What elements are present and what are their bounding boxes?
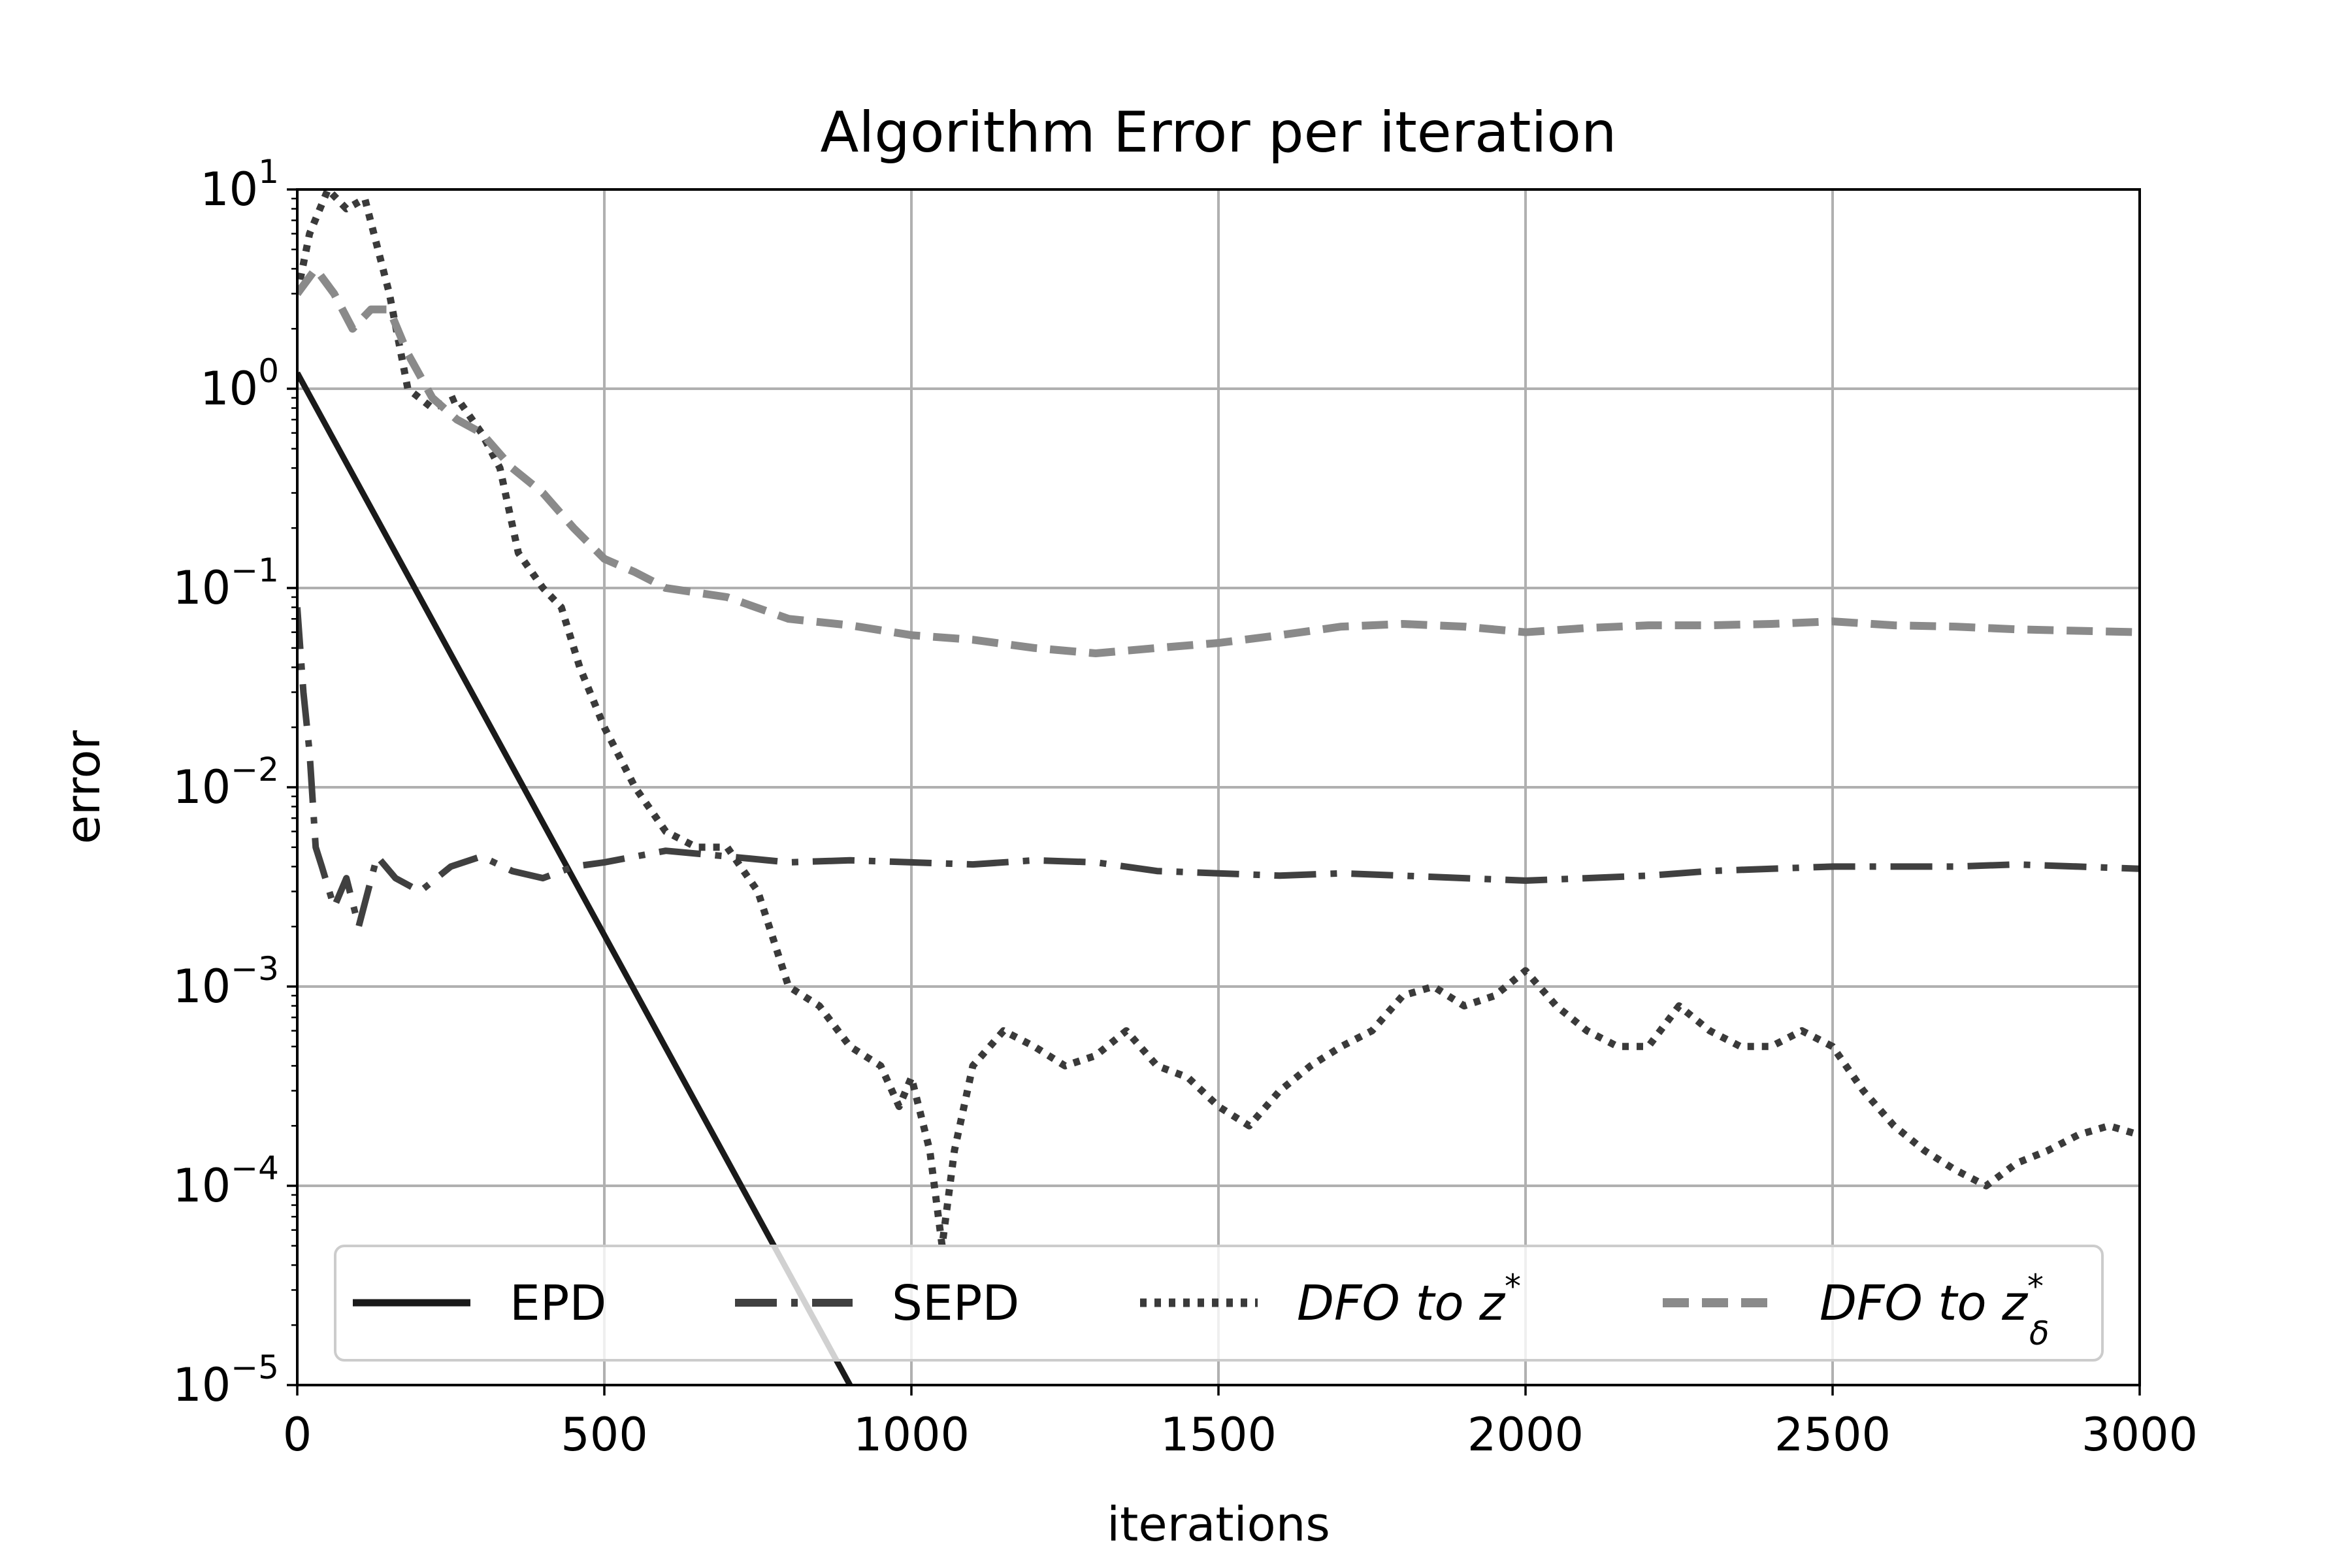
x-tick-label: 2500 <box>1774 1408 1891 1462</box>
x-tick-labels: 0 500 1000 1500 2000 2500 3000 <box>283 1408 2198 1462</box>
x-tick-label: 2000 <box>1467 1408 1584 1462</box>
x-tick-label: 1500 <box>1160 1408 1277 1462</box>
x-tick-label: 3000 <box>2082 1408 2198 1462</box>
legend-label-1: EPD <box>510 1275 606 1331</box>
series-line-4 <box>297 265 2140 657</box>
legend-box <box>334 1245 2104 1362</box>
y-tick-label: 10−2 <box>172 751 279 814</box>
x-tick-label: 1000 <box>853 1408 970 1462</box>
plot-frame <box>296 188 2141 1386</box>
x-tick-label: 0 <box>283 1408 312 1462</box>
legend: EPD SEPD DFO to z* DFO to z* δ <box>334 1245 2104 1362</box>
series-line-1 <box>297 371 853 1385</box>
y-tick-label: 10−1 <box>172 551 279 615</box>
legend-label-2: SEPD <box>892 1275 1019 1331</box>
y-tick-label: 10−3 <box>172 950 279 1013</box>
series-line-2 <box>297 607 2140 930</box>
legend-label-4: DFO to z* δ <box>1820 1267 2050 1352</box>
series-group <box>297 189 2140 1385</box>
y-tick-label: 100 <box>200 352 279 416</box>
chart-title: Algorithm Error per iteration <box>821 100 1617 165</box>
x-axis-label: iterations <box>1107 1497 1330 1552</box>
x-tick-label: 500 <box>561 1408 648 1462</box>
y-tick-label: 101 <box>200 153 279 216</box>
y-tick-label: 10−5 <box>172 1348 279 1412</box>
axis-ticks <box>287 188 2141 1396</box>
y-tick-label: 10−4 <box>172 1149 279 1213</box>
legend-label-3: DFO to z* <box>1297 1267 1521 1331</box>
series-line-3 <box>297 189 2140 1250</box>
y-tick-labels: 101 100 10−1 10−2 10−3 10−4 10−5 <box>172 153 279 1412</box>
y-axis-label: error <box>56 730 110 844</box>
